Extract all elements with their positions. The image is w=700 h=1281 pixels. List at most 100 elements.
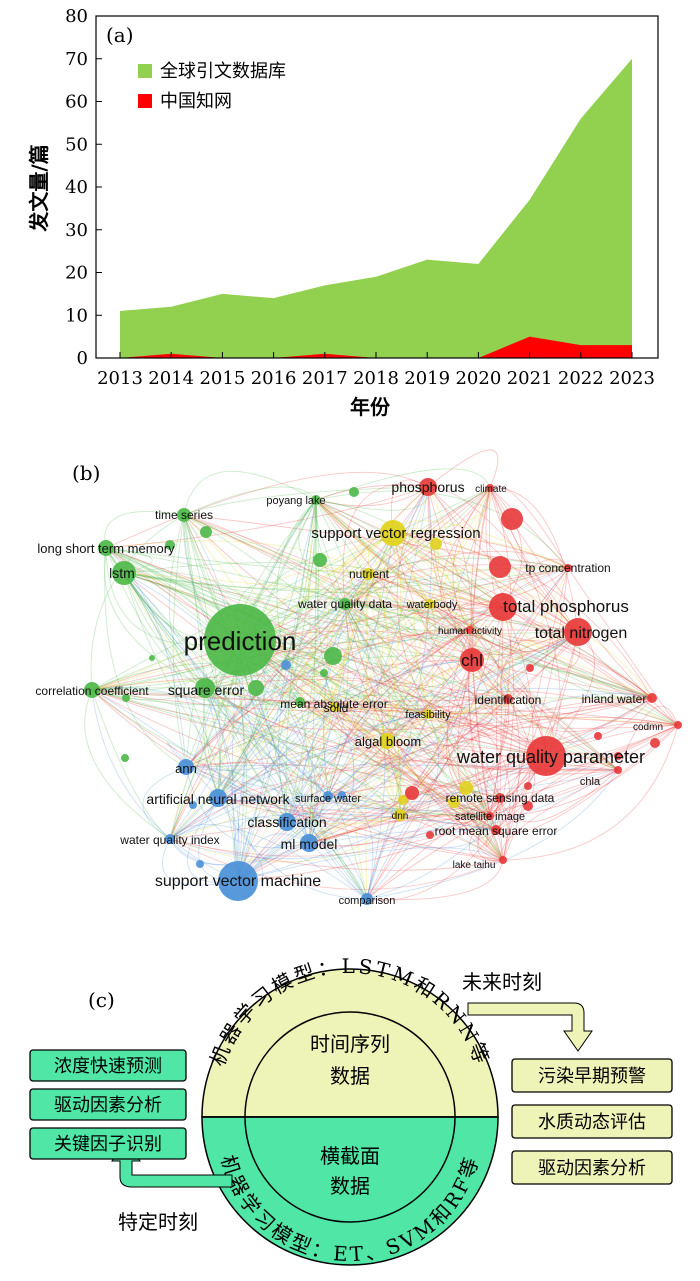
network-edge — [454, 604, 504, 661]
network-edge — [474, 606, 509, 700]
network-edge — [91, 689, 509, 702]
network-edge — [344, 603, 504, 861]
network-node-minor — [338, 791, 346, 799]
network-edge — [344, 567, 386, 605]
network-edge — [183, 514, 248, 882]
network-edge — [217, 631, 579, 799]
network-edge — [327, 769, 619, 797]
network-edge — [169, 631, 579, 840]
network-edge — [239, 630, 473, 661]
network-edge — [392, 532, 679, 726]
network-node-minor — [324, 647, 342, 665]
network-edge — [299, 701, 679, 729]
network-edge — [390, 479, 429, 534]
network-edge — [217, 797, 491, 817]
network-node-label: waterbody — [406, 599, 458, 611]
network-edge — [440, 487, 491, 631]
network-edge — [183, 486, 429, 516]
network-edge — [169, 573, 369, 840]
network-edge — [204, 687, 547, 757]
x-tick-label: 2022 — [558, 368, 604, 389]
network-edge — [427, 486, 509, 700]
network-node-minor — [524, 782, 532, 790]
network-edge — [315, 499, 504, 608]
x-tick-label: 2013 — [97, 368, 143, 389]
network-node — [503, 694, 513, 704]
network-edge — [123, 571, 301, 703]
network-edge — [183, 514, 679, 726]
network-edge — [204, 687, 368, 900]
bottom-half-inner-disk — [244, 1116, 456, 1223]
network-edge — [308, 713, 429, 844]
network-edge — [344, 603, 497, 831]
top-half-inner-disk — [244, 1011, 456, 1118]
network-edge — [105, 547, 288, 823]
network-edge — [468, 487, 504, 861]
network-edge — [286, 769, 619, 839]
network-node-label: chla — [580, 776, 601, 788]
network-edge — [91, 689, 504, 861]
network-edge — [429, 597, 579, 633]
network-edge — [183, 514, 491, 817]
network-edge — [344, 603, 406, 742]
network-edge — [427, 713, 511, 861]
network-edge — [183, 486, 317, 516]
network-node-label: ml model — [281, 836, 338, 852]
y-tick-label: 10 — [65, 305, 88, 326]
network-node-label: phosphorus — [391, 479, 464, 495]
network-edge — [315, 499, 429, 715]
network-edge — [90, 514, 185, 691]
network-edge — [237, 829, 497, 882]
network-edge — [500, 567, 569, 700]
network-edge — [344, 603, 504, 861]
network-edge — [386, 740, 431, 817]
network-edge — [91, 687, 329, 797]
network-edge — [301, 706, 336, 844]
network-edge — [217, 744, 547, 799]
right-box-0 — [511, 1058, 673, 1093]
network-edge — [485, 487, 579, 633]
network-edge — [183, 514, 547, 757]
network-edge — [185, 766, 310, 844]
network-edge — [315, 499, 402, 816]
time-series-label-line2: 数据 — [330, 1064, 370, 1088]
time-series-label-line1: 时间序列 — [310, 1032, 390, 1056]
x-tick-label: 2020 — [455, 368, 501, 389]
network-edge — [286, 713, 429, 823]
network-node-minor — [430, 538, 442, 550]
network-edge — [204, 687, 368, 900]
network-edge — [471, 639, 653, 699]
network-edge — [239, 639, 318, 844]
network-edge — [315, 486, 429, 507]
network-edge — [237, 847, 504, 882]
network-edge — [334, 706, 619, 775]
network-edge — [123, 567, 569, 594]
network-edge — [472, 487, 491, 817]
network-node — [423, 709, 433, 719]
network-edge — [421, 593, 504, 608]
network-edge — [392, 532, 569, 569]
network-edge — [91, 689, 401, 816]
left-box-0 — [29, 1049, 187, 1082]
specific-time-arrow — [111, 1140, 233, 1188]
x-tick-label: 2015 — [199, 368, 245, 389]
network-edge — [237, 659, 473, 882]
network-node-label: water quality parameter — [456, 747, 645, 767]
network-node-minor — [523, 801, 533, 811]
network-edge — [323, 573, 369, 797]
network-edge — [286, 755, 547, 823]
network-edge — [185, 631, 579, 768]
network-edge — [123, 572, 301, 703]
network-edge — [308, 499, 317, 844]
left-box-label-0: 浓度快速预测 — [54, 1056, 162, 1077]
network-edge — [495, 724, 679, 834]
network-edge — [308, 603, 349, 844]
network-edge — [367, 573, 509, 700]
network-edge — [204, 687, 491, 817]
network-edge — [308, 659, 473, 844]
network-edge — [315, 499, 619, 771]
chart-series-areas — [120, 58, 632, 358]
network-node — [486, 484, 494, 492]
network-node — [419, 478, 437, 496]
